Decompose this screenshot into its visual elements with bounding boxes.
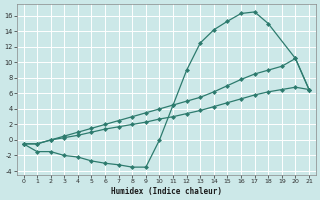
X-axis label: Humidex (Indice chaleur): Humidex (Indice chaleur) — [111, 187, 222, 196]
